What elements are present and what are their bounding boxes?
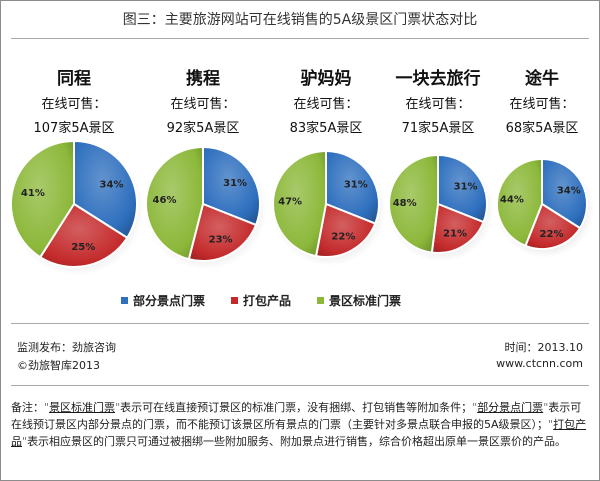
pie-slice-standard	[495, 157, 543, 248]
note-text-package: 表示相应景区的门票只可通过被捆绑一些附加服务、附加景点进行销售，综合价格超出原单…	[27, 435, 567, 448]
note-prefix: 备注：	[11, 401, 44, 414]
legend: 部分景点门票 打包产品 景区标准门票	[121, 292, 401, 309]
slice-label: 25%	[71, 242, 95, 253]
site-subtitle: 在线可售：	[170, 96, 235, 112]
pie-slice-package	[38, 202, 129, 268]
note-key-package: 打包产品	[11, 418, 587, 448]
slice-label: 47%	[278, 197, 302, 208]
site-count: 107家5A景区	[34, 120, 115, 136]
pie-slice-standard	[10, 139, 75, 259]
slice-label: 44%	[500, 194, 524, 205]
website-text: www.ctcnn.com	[496, 357, 583, 370]
slice-label: 31%	[454, 181, 478, 192]
pie-slice-package	[314, 202, 377, 258]
note-text-standard: 表示可在线直接预订景区的标准门票，没有捆绑、打包销售等附加条件；	[120, 401, 473, 414]
legend-item-partial: 部分景点门票	[121, 292, 205, 309]
slice-label: 31%	[223, 178, 247, 189]
footer-divider	[11, 385, 589, 386]
pie-slice-standard	[388, 153, 439, 254]
legend-divider	[11, 323, 589, 324]
site-subtitle: 在线可售：	[41, 96, 106, 112]
legend-item-standard: 景区标准门票	[317, 292, 401, 309]
slice-label: 34%	[557, 185, 581, 196]
pie-slice-partial	[437, 153, 488, 224]
site-subtitle: 在线可售：	[405, 96, 470, 112]
source-text: 监测发布：劲旅咨询	[17, 341, 116, 354]
slice-label: 34%	[100, 179, 124, 190]
note-text-partial: 表示可在线预订景区内部分景点的门票，而不能预订该景区所有景点的门票（主要针对多景…	[11, 401, 582, 431]
square-bullet-icon	[121, 297, 128, 304]
legend-label: 打包产品	[243, 294, 292, 308]
pie-slice-partial	[202, 145, 261, 227]
slice-label: 48%	[393, 198, 417, 209]
slice-label: 21%	[443, 229, 467, 240]
slice-label: 23%	[209, 235, 233, 246]
slice-label: 41%	[21, 188, 45, 199]
site-name: 同程	[57, 69, 91, 89]
pie-slice-partial	[325, 149, 380, 225]
note-key-standard: 景区标准门票	[49, 401, 116, 414]
site-name: 途牛	[525, 68, 559, 89]
site-count: 68家5A景区	[506, 120, 579, 136]
site-name: 驴妈妈	[301, 68, 352, 89]
square-bullet-icon	[317, 297, 325, 304]
site-count: 71家5A景区	[402, 120, 475, 136]
pie-slice-package	[187, 202, 258, 262]
pie-slice-standard	[145, 145, 204, 261]
slice-label: 22%	[331, 232, 355, 243]
copyright-text: ©劲旅智库2013	[17, 359, 100, 372]
footnote: 备注："景区标准门票"表示可在线直接预订景区的标准门票，没有捆绑、打包销售等附加…	[11, 401, 587, 448]
legend-label: 部分景点门票	[133, 294, 206, 308]
site-count: 83家5A景区	[290, 120, 363, 136]
note-key-partial: 部分景点门票	[477, 401, 544, 414]
site-name: 一块去旅行	[396, 68, 481, 89]
pie-slice-package	[524, 202, 582, 250]
legend-item-package: 打包产品	[231, 292, 291, 309]
site-name: 携程	[186, 68, 220, 89]
chart-title: 图三：主要旅游网站可在线销售的5A级景区门票状态对比	[122, 12, 478, 28]
pie-slice-package	[430, 202, 485, 254]
site-count: 92家5A景区	[167, 120, 240, 136]
slice-label: 22%	[540, 229, 564, 240]
time-text: 时间：2013.10	[504, 341, 584, 354]
title-divider	[11, 38, 589, 39]
pie-slice-standard	[272, 149, 327, 258]
slice-label: 46%	[153, 195, 177, 206]
square-bullet-icon	[231, 297, 239, 304]
slice-label: 31%	[344, 180, 368, 191]
site-subtitle: 在线可售：	[293, 96, 358, 112]
site-subtitle: 在线可售：	[509, 96, 574, 112]
legend-label: 景区标准门票	[329, 294, 402, 308]
